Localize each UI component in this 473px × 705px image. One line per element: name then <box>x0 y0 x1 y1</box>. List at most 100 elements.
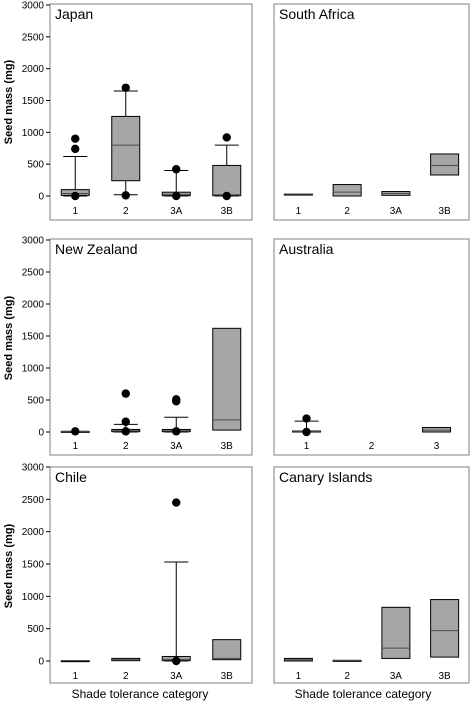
box-body <box>430 599 460 658</box>
outlier-point <box>302 427 311 437</box>
x-tick-label: 1 <box>296 671 302 682</box>
box-1 <box>60 427 90 436</box>
x-tick-label: 2 <box>344 206 350 217</box>
y-tick-label: 3000 <box>22 1 45 12</box>
x-tick-label: 3B <box>221 206 234 217</box>
x-tick-label: 1 <box>72 671 78 682</box>
y-tick-label: 1500 <box>22 560 45 571</box>
y-tick-label: 1000 <box>22 128 45 139</box>
x-tick-label: 2 <box>123 671 129 682</box>
box-body <box>212 639 242 661</box>
x-tick-label: 3B <box>439 206 452 217</box>
y-axis-label-row-1: Seed mass (mg) <box>3 59 15 144</box>
panel-frame <box>49 466 253 684</box>
outlier-point <box>121 83 130 92</box>
x-tick-label: 3 <box>434 441 440 452</box>
y-tick-label: 500 <box>27 396 44 407</box>
y-tick-label: 2500 <box>22 268 45 279</box>
box-2 <box>111 657 141 662</box>
panel-frame <box>273 3 470 221</box>
panel-frame <box>273 238 470 456</box>
y-tick-label: 0 <box>38 428 44 439</box>
outlier-point <box>121 417 130 426</box>
outlier-point <box>71 134 80 143</box>
box-3A <box>161 395 191 436</box>
box-3B <box>212 133 242 201</box>
y-tick-label: 1000 <box>22 592 45 603</box>
panel-frame <box>49 238 253 456</box>
y-tick-label: 3000 <box>22 463 45 474</box>
box-1 <box>283 193 313 196</box>
box-body <box>430 153 460 176</box>
outlier-point <box>222 133 231 142</box>
box-3A <box>161 498 191 666</box>
panel-4: Australia 1 2 3 <box>273 238 470 456</box>
panel-title: Australia <box>279 241 334 257</box>
outlier-point <box>121 389 130 398</box>
box-body <box>111 115 141 182</box>
panel-title: Chile <box>55 469 87 485</box>
outlier-point <box>172 427 181 436</box>
outlier-point <box>71 144 80 154</box>
x-tick-label: 3A <box>170 671 183 682</box>
box-3B <box>430 599 460 658</box>
x-tick-label: 3A <box>170 206 183 217</box>
outlier-point <box>121 427 130 436</box>
y-tick-label: 1500 <box>22 332 45 343</box>
box-body <box>212 327 242 431</box>
box-3B <box>212 639 242 661</box>
x-tick-label: 3A <box>390 671 403 682</box>
x-tick-label: 3A <box>170 441 183 452</box>
box-3A <box>161 165 191 201</box>
panel-2: South Africa 1 2 3A 3B <box>273 3 470 221</box>
x-tick-label: 1 <box>72 206 78 217</box>
outlier-point <box>222 191 231 201</box>
box-1 <box>60 660 90 663</box>
x-tick-label: 3A <box>390 206 403 217</box>
box-body <box>332 184 362 197</box>
y-tick-label: 2000 <box>22 64 45 75</box>
box-2 <box>111 389 141 436</box>
panel-frame <box>49 3 253 221</box>
box-1 <box>283 657 313 662</box>
outlier-point <box>172 395 181 404</box>
box-2 <box>111 83 141 200</box>
panel-frame <box>273 466 470 684</box>
box-3B <box>212 327 242 431</box>
box-3A <box>381 191 411 196</box>
x-axis-label-left: Shade tolerance category <box>72 687 209 701</box>
box-body <box>381 606 411 659</box>
outlier-point <box>172 656 181 666</box>
x-tick-label: 1 <box>72 441 78 452</box>
x-tick-label: 3B <box>221 441 234 452</box>
box-body <box>212 164 242 197</box>
y-tick-label: 2000 <box>22 300 45 311</box>
y-tick-label: 0 <box>38 657 44 668</box>
y-tick-label: 500 <box>27 624 44 635</box>
box-3A <box>381 606 411 659</box>
box-2 <box>332 659 362 662</box>
y-tick-label: 2000 <box>22 527 45 538</box>
box-1 <box>60 134 90 201</box>
outlier-point <box>71 427 80 436</box>
x-tick-label: 2 <box>123 206 129 217</box>
y-tick-label: 1500 <box>22 96 45 107</box>
panel-title: Canary Islands <box>279 469 372 485</box>
x-tick-label: 1 <box>304 441 310 452</box>
x-tick-label: 2 <box>123 441 129 452</box>
box-3 <box>422 427 451 433</box>
y-tick-label: 2500 <box>22 495 45 506</box>
box-2 <box>332 184 362 197</box>
x-axis-label-right: Shade tolerance category <box>295 687 432 701</box>
x-tick-label: 2 <box>369 441 375 452</box>
outlier-point <box>121 191 130 200</box>
x-tick-label: 3B <box>439 671 452 682</box>
outlier-point <box>302 414 311 423</box>
y-tick-label: 3000 <box>22 236 45 247</box>
x-tick-label: 1 <box>296 206 302 217</box>
box-3B <box>430 153 460 176</box>
panel-3: New Zealand 0 500 1000 1500 2000 2500 3000 1 2 3A 3… <box>22 236 253 456</box>
outlier-point <box>71 191 80 201</box>
